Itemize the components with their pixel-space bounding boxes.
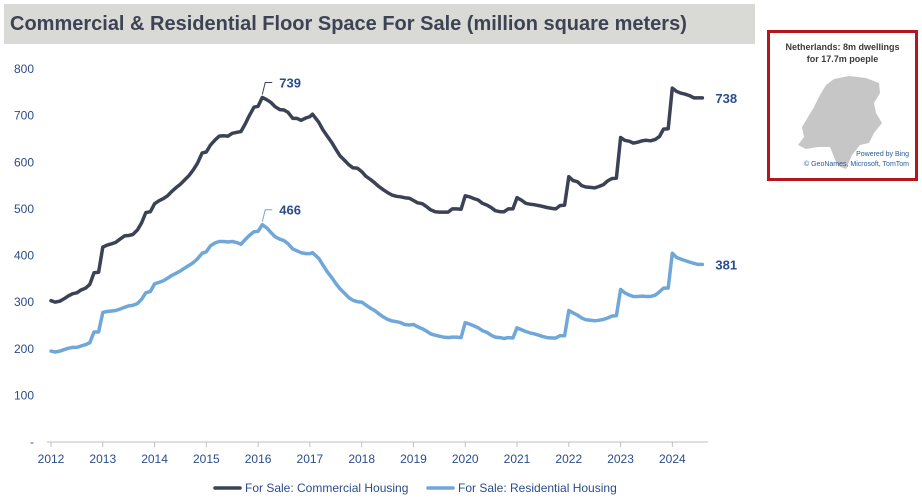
x-tick-label: 2022 <box>555 452 582 466</box>
x-tick-label: 2021 <box>504 452 531 466</box>
peak-callout-line <box>261 209 273 222</box>
y-tick-label: 600 <box>14 155 34 169</box>
legend-label: For Sale: Commercial Housing <box>245 481 408 495</box>
y-tick-label: 800 <box>14 62 34 76</box>
y-tick-label: 100 <box>14 388 34 402</box>
y-tick-label: 500 <box>14 202 34 216</box>
inset-credit-bing: Powered by Bing <box>856 151 909 158</box>
y-tick-label: 400 <box>14 249 34 263</box>
chart-title-bar: Commercial & Residential Floor Space For… <box>4 4 755 44</box>
x-tick-label: 2020 <box>452 452 479 466</box>
x-tick-label: 2017 <box>297 452 324 466</box>
x-tick-label: 2023 <box>607 452 634 466</box>
end-data-label: 381 <box>715 257 737 272</box>
x-tick-label: 2012 <box>38 452 65 466</box>
x-tick-label: 2014 <box>141 452 168 466</box>
peak-data-label: 466 <box>279 203 301 218</box>
inset-credit-attribution: © GeoNames, Microsoft, TomTom <box>804 161 909 168</box>
commercial-series-line <box>49 86 705 304</box>
x-tick-label: 2024 <box>659 452 686 466</box>
chart-title: Commercial & Residential Floor Space For… <box>10 13 687 35</box>
legend-label: For Sale: Residential Housing <box>458 481 617 495</box>
netherlands-map-inset: Netherlands: 8m dwellings for 17.7m poep… <box>767 30 918 181</box>
x-tick-label: 2015 <box>193 452 220 466</box>
x-tick-label: 2016 <box>245 452 272 466</box>
y-tick-label: 200 <box>14 342 34 356</box>
peak-callout-line <box>261 81 273 95</box>
inset-title: Netherlands: 8m dwellings for 17.7m poep… <box>770 41 915 65</box>
x-tick-label: 2013 <box>89 452 116 466</box>
netherlands-map-icon <box>798 76 882 169</box>
inset-title-line-1: Netherlands: 8m dwellings <box>785 42 900 52</box>
peak-data-label: 739 <box>279 75 301 90</box>
y-tick-label: - <box>30 435 34 449</box>
inset-title-line-2: for 17.7m poeple <box>806 54 879 64</box>
residential-series-line <box>49 222 705 354</box>
x-tick-label: 2019 <box>400 452 427 466</box>
end-data-label: 738 <box>715 91 737 106</box>
x-tick-label: 2018 <box>348 452 375 466</box>
y-tick-label: 300 <box>14 295 34 309</box>
y-tick-label: 700 <box>14 109 34 123</box>
